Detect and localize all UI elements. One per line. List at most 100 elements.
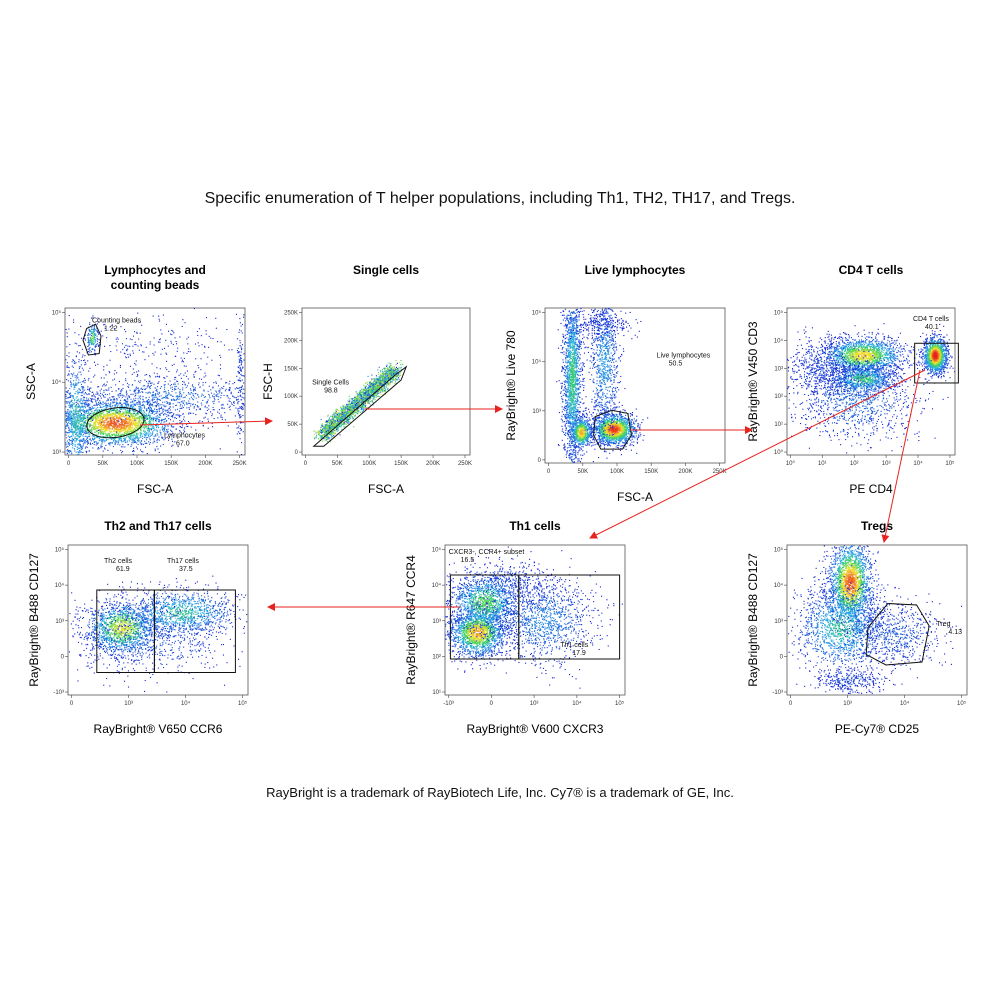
y-tick-label: 10³ <box>532 409 541 415</box>
x-tick-label: 200K <box>198 461 212 467</box>
x-tick-label: 10⁰ <box>786 460 796 467</box>
panel-title: Th2 and Th17 cells <box>104 519 212 533</box>
event-dots <box>556 308 649 463</box>
x-tick-label: 0 <box>789 701 793 707</box>
x-tick-label: 0 <box>70 701 74 707</box>
gate-th1-cells <box>518 574 621 660</box>
x-tick-label: 10³ <box>882 461 891 467</box>
y-axis-label: SSC-A <box>24 363 38 400</box>
gate-cd4-t-cells <box>914 342 959 384</box>
y-tick-label: 10⁵ <box>432 547 442 554</box>
x-tick-label: 100K <box>610 469 624 475</box>
gate-name: Lymphocytes <box>164 432 205 439</box>
gate-percent: 37.5 <box>179 566 193 573</box>
plot-frame <box>67 544 249 696</box>
panel-p4: CD4 T cells 10⁰ 10¹ 10² 10³ 10⁴ 10⁵ 10⁰ 10¹ 10² 10… <box>746 263 959 496</box>
x-tick-label: 10⁵ <box>957 700 967 707</box>
gate-lymphocytes <box>86 407 145 439</box>
x-tick-label: 50K <box>332 461 343 467</box>
y-tick-label: 10⁴ <box>432 582 442 589</box>
x-axis-label: PE-Cy7® CD25 <box>835 722 920 736</box>
x-tick-label: 10³ <box>124 701 133 707</box>
event-dots <box>445 546 623 689</box>
panel-title: Tregs <box>861 519 893 533</box>
y-axis-label: RayBright® B488 CD127 <box>27 553 41 687</box>
x-tick-label: 100K <box>362 461 376 467</box>
arrow-p1-to-p2 <box>139 417 273 426</box>
panel-title: Th1 cells <box>509 519 561 533</box>
panel-title: Live lymphocytes <box>585 263 686 277</box>
y-tick-label: 10³ <box>52 450 61 456</box>
y-tick-label: -10³ <box>53 690 64 696</box>
y-tick-label: 50K <box>287 422 298 428</box>
gate-counting-beads <box>82 323 102 356</box>
y-tick-label: 250K <box>284 310 298 316</box>
y-tick-label: 0 <box>538 458 542 464</box>
y-axis-label: RayBright® Live 780 <box>504 330 518 441</box>
y-axis-label: RayBright® B488 CD127 <box>746 553 760 687</box>
panel-p2: Single cells 0 50K 100K 150K 200K 250K 0 50K 100K… <box>261 263 472 496</box>
x-tick-label: 10⁵ <box>615 700 625 707</box>
gate-percent: 4.13 <box>948 629 962 636</box>
x-tick-label: 10⁵ <box>945 460 955 467</box>
y-tick-label: 10⁴ <box>532 359 542 366</box>
y-tick-label: 10⁴ <box>774 337 784 344</box>
plot-frame <box>64 307 246 456</box>
x-tick-label: 150K <box>164 461 178 467</box>
y-tick-label: 10³ <box>774 619 783 625</box>
y-tick-label: 10⁰ <box>774 449 784 456</box>
y-tick-label: 10³ <box>432 619 441 625</box>
y-tick-label: 0 <box>61 654 65 660</box>
x-tick-label: 200K <box>426 461 440 467</box>
gate-name: Single Cells <box>312 379 349 386</box>
y-tick-label: 0 <box>295 450 299 456</box>
y-tick-label: 100K <box>284 394 298 400</box>
x-tick-label: 50K <box>577 469 588 475</box>
gate-name: CD4 T cells <box>913 316 949 323</box>
gate-percent: 98.8 <box>324 387 338 394</box>
gate-single-cells <box>312 365 408 447</box>
plot-frame <box>786 544 968 696</box>
x-tick-label: 100K <box>130 461 144 467</box>
x-tick-label: 150K <box>644 469 658 475</box>
y-tick-label: 10⁵ <box>532 310 542 317</box>
gate-name: CXCR3-, CCR4+ subset <box>449 549 525 556</box>
plot-frame <box>444 544 626 696</box>
gate-name: Live lymphocytes <box>657 353 711 360</box>
panel-title: CD4 T cells <box>839 263 904 277</box>
x-tick-label: 0 <box>547 469 551 475</box>
gate-percent: 40.1 <box>925 324 939 331</box>
y-tick-label: 10⁴ <box>52 379 62 386</box>
x-tick-label: 0 <box>67 461 71 467</box>
figure-title: Specific enumeration of T helper populat… <box>0 190 1000 208</box>
x-axis-label: PE CD4 <box>849 482 893 496</box>
x-tick-label: 10³ <box>530 701 539 707</box>
arrow-p4-to-p5 <box>589 369 926 539</box>
y-tick-label: 10⁵ <box>774 309 784 316</box>
gate-percent: 50.5 <box>669 361 683 368</box>
event-dots <box>313 360 404 443</box>
gate-percent: 16.5 <box>461 557 475 564</box>
y-tick-label: 200K <box>284 338 298 344</box>
arrow-p4-to-p7 <box>881 369 921 543</box>
gate-percent: 1.22 <box>104 326 118 333</box>
y-tick-label: -10³ <box>772 690 783 696</box>
y-tick-label: 10⁴ <box>55 582 65 589</box>
x-tick-label: 0 <box>490 701 494 707</box>
y-tick-label: 10³ <box>55 619 64 625</box>
trademark-footer: RayBright is a trademark of RayBiotech L… <box>0 785 1000 800</box>
x-tick-label: 10⁴ <box>572 700 582 707</box>
x-tick-label: -10³ <box>443 701 454 707</box>
y-tick-label: 0 <box>780 654 784 660</box>
panel-p5: Th1 cells -10³ 0 10³ 10⁴ 10⁵ 10¹ 10² 10³ 10⁴ 10⁵ Ra… <box>404 519 626 736</box>
gate-th17-cells <box>153 589 236 673</box>
y-axis-label: RayBright® R647 CCR4 <box>404 555 418 685</box>
x-tick-label: 50K <box>97 461 108 467</box>
event-dots <box>68 575 248 693</box>
x-tick-label: 150K <box>394 461 408 467</box>
event-dots <box>788 545 963 694</box>
y-tick-label: 10¹ <box>774 422 783 428</box>
panel-title: Single cells <box>353 263 419 277</box>
